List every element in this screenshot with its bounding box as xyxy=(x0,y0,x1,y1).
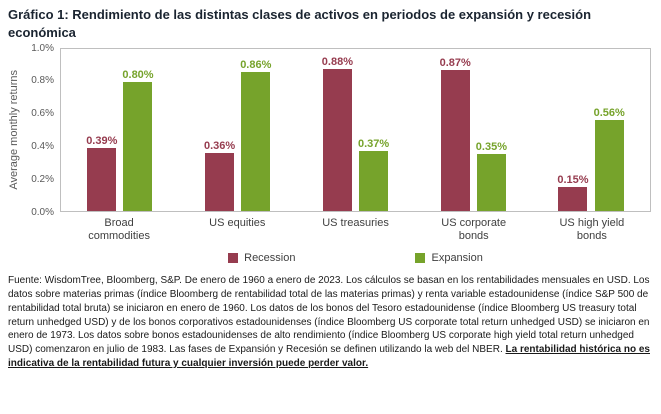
category-label: US equities xyxy=(178,217,296,243)
legend-label: Recession xyxy=(244,252,296,265)
disclaimer-text: La rentabilidad histórica no es indicati… xyxy=(8,343,650,369)
data-label-expansion: 0.80% xyxy=(122,68,154,81)
source-note: Fuente: WisdomTree, Bloomberg, S&P. De e… xyxy=(8,274,651,370)
bar-expansion xyxy=(594,120,624,212)
data-label-recession: 0.36% xyxy=(203,139,236,152)
bar-expansion xyxy=(241,71,271,212)
figure-title: Gráfico 1: Rendimiento de las distintas … xyxy=(8,7,592,40)
data-label-recession: 0.87% xyxy=(439,57,471,70)
bar-recession xyxy=(558,186,588,212)
bar-group: 0.88% 0.37% xyxy=(297,56,415,212)
bar-with-label: 0.56% xyxy=(593,107,625,212)
y-axis: Average monthly returns xyxy=(8,48,20,212)
legend-item-recession: Recession xyxy=(228,252,295,264)
bar-chart: Average monthly returns 1.0% 0.8% 0.6% 0.4%… xyxy=(8,42,651,264)
category-label: US high yield bonds xyxy=(533,217,651,243)
y-axis-ticks: 1.0% 0.8% 0.6% 0.4% 0.2% 0.0% xyxy=(31,42,54,218)
category-label-text: US corporate bonds xyxy=(441,217,507,243)
bar-with-label: 0.39% xyxy=(86,134,118,212)
category-label: US corporate bonds xyxy=(415,217,533,243)
category-label-text: US equities xyxy=(209,217,266,230)
figure: Gráfico 1: Rendimiento de las distintas … xyxy=(8,7,651,370)
bar-group: 0.36% 0.86% xyxy=(179,58,297,212)
category-label: Broad commodities xyxy=(60,217,178,243)
legend-swatch-recession xyxy=(228,253,239,264)
data-label-expansion: 0.86% xyxy=(240,58,272,71)
category-label: US treasuries xyxy=(296,217,414,243)
legend-swatch-expansion xyxy=(415,253,426,264)
legend-label: Expansion xyxy=(431,252,483,265)
source-text: Fuente: WisdomTree, Bloomberg, S&P. De e… xyxy=(8,275,650,355)
bar-with-label: 0.87% xyxy=(439,57,471,212)
bar-expansion xyxy=(359,151,389,212)
data-label-recession: 0.15% xyxy=(557,173,589,186)
plot-area: 0.39% 0.80% 0.36% 0.86% 0.88% 0.37% 0.87% 0.35%… xyxy=(60,48,651,213)
bar-recession xyxy=(322,68,352,212)
bar-with-label: 0.35% xyxy=(475,141,507,212)
plot-column: 0.39% 0.80% 0.36% 0.86% 0.88% 0.37% 0.87% 0.35%… xyxy=(60,48,651,264)
bar-expansion xyxy=(476,154,506,212)
bar-with-label: 0.80% xyxy=(122,68,154,212)
category-label-text: US treasuries xyxy=(322,217,389,230)
bar-expansion xyxy=(123,81,153,212)
bar-group: 0.39% 0.80% xyxy=(61,69,179,212)
data-label-expansion: 0.56% xyxy=(593,107,625,120)
legend-item-expansion: Expansion xyxy=(415,252,483,265)
bar-with-label: 0.36% xyxy=(203,139,236,212)
bar-recession xyxy=(440,70,470,212)
bar-group: 0.87% 0.35% xyxy=(414,57,532,212)
data-label-expansion: 0.37% xyxy=(357,138,390,151)
bar-recession xyxy=(205,152,235,212)
category-label-text: US high yield bonds xyxy=(559,217,625,243)
x-axis-labels: Broad commodities US equities US treasurie… xyxy=(60,212,651,243)
bar-recession xyxy=(87,147,117,212)
y-axis-label: Average monthly returns xyxy=(8,70,20,190)
data-label-recession: 0.88% xyxy=(321,55,353,68)
bar-with-label: 0.86% xyxy=(240,58,272,212)
data-label-recession: 0.39% xyxy=(86,134,118,147)
bar-with-label: 0.37% xyxy=(357,138,390,212)
bar-group: 0.15% 0.56% xyxy=(532,107,650,212)
data-label-expansion: 0.35% xyxy=(475,141,507,154)
bar-with-label: 0.15% xyxy=(557,173,589,212)
legend: Recession Expansion xyxy=(60,252,651,264)
bar-with-label: 0.88% xyxy=(322,56,353,212)
category-label-text: Broad commodities xyxy=(88,217,150,243)
